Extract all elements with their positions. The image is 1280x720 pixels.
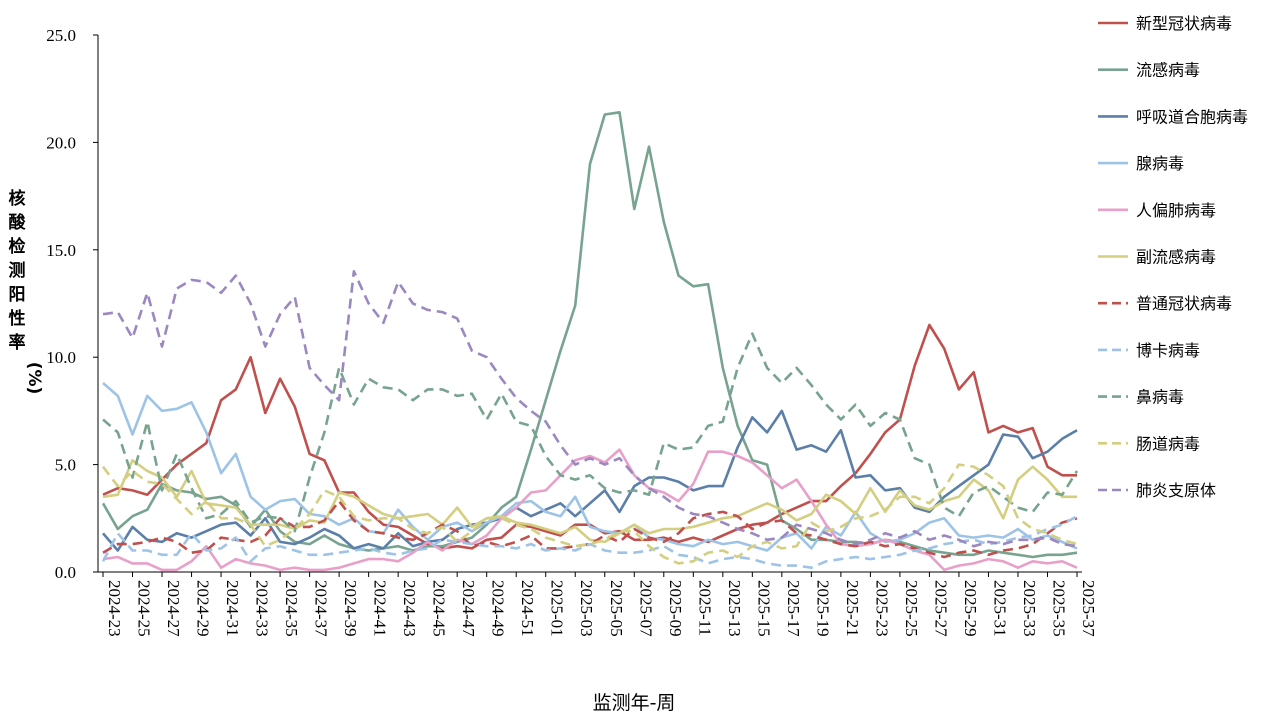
x-tick-label: 2025-15 (754, 580, 773, 637)
legend-label: 博卡病毒 (1136, 341, 1200, 360)
x-tick-label: 2025-01 (548, 580, 567, 637)
x-tick-label: 2025-37 (1079, 580, 1098, 637)
x-tick-label: 2025-05 (607, 580, 626, 637)
legend-label: 呼吸道合胞病毒 (1136, 107, 1248, 126)
legend-label: 鼻病毒 (1136, 388, 1184, 407)
x-tick-label: 2025-27 (931, 580, 950, 637)
legend: 新型冠状病毒流感病毒呼吸道合胞病毒腺病毒人偏肺病毒副流感病毒普通冠状病毒博卡病毒… (1098, 14, 1248, 500)
y-axis-ticks: 0.0 5.0 10.0 15.0 20.0 25.0 (46, 26, 98, 582)
y-tick-label: 25.0 (46, 26, 76, 45)
x-tick-label: 2024-35 (282, 580, 301, 637)
x-tick-label: 2024-43 (400, 580, 419, 637)
y-label-char: 测 (9, 260, 26, 281)
series-lines (101, 111, 1079, 572)
legend-label: 流感病毒 (1136, 61, 1200, 80)
x-axis-label: 监测年-周 (593, 692, 676, 714)
x-tick-label: 2025-25 (902, 580, 921, 637)
x-tick-label: 2024-25 (135, 580, 154, 637)
series-line-肺炎支原体 (102, 269, 1078, 548)
x-tick-label: 2024-27 (164, 580, 183, 637)
x-tick-label: 2024-41 (371, 580, 390, 637)
x-tick-label: 2024-33 (253, 580, 272, 637)
series-line-鼻病毒 (102, 332, 1079, 533)
y-label-char: 检 (9, 236, 26, 257)
x-tick-label: 2025-35 (1049, 580, 1068, 637)
series-line-博卡病毒 (101, 515, 1078, 570)
x-tick-label: 2024-29 (194, 580, 213, 637)
series-line-普通冠状病毒 (102, 499, 1078, 559)
legend-label: 腺病毒 (1136, 154, 1184, 173)
x-tick-label: 2025-03 (577, 580, 596, 637)
x-tick-label: 2024-23 (105, 580, 124, 637)
y-tick-label: 20.0 (46, 133, 76, 152)
x-tick-label: 2025-09 (666, 580, 685, 637)
x-tick-label: 2025-17 (784, 580, 803, 637)
series-line-肠道病毒 (101, 463, 1078, 565)
y-tick-label: 10.0 (46, 348, 76, 367)
x-axis-ticks: 2024-23 2024-25 2024-27 2024-29 2024-31 2024-… (102, 572, 1098, 637)
legend-label: 肺炎支原体 (1136, 481, 1216, 500)
x-tick-label: 2024-39 (341, 580, 360, 637)
x-tick-label: 2024-37 (312, 580, 331, 637)
legend-label: 人偏肺病毒 (1136, 201, 1216, 220)
y-label-char: 率 (9, 332, 26, 353)
series-line-腺病毒 (102, 382, 1078, 552)
x-tick-label: 2024-31 (223, 580, 242, 637)
x-tick-label: 2025-11 (695, 580, 714, 636)
x-tick-label: 2025-31 (990, 580, 1009, 637)
legend-label: 普通冠状病毒 (1136, 294, 1232, 313)
y-label-char: 核 (9, 188, 26, 209)
y-tick-label: 0.0 (55, 563, 76, 582)
x-tick-label: 2025-13 (725, 580, 744, 637)
series-line-新型冠状病毒 (102, 323, 1077, 550)
x-tick-label: 2025-33 (1020, 580, 1039, 637)
y-label-char: (%) (24, 362, 44, 395)
y-tick-label: 15.0 (46, 241, 76, 260)
y-label-char: 阳 (9, 285, 26, 305)
x-tick-label: 2025-07 (636, 580, 655, 637)
x-tick-label: 2025-29 (961, 580, 980, 637)
y-tick-label: 5.0 (55, 456, 76, 475)
legend-label: 新型冠状病毒 (1136, 14, 1232, 33)
y-label-char: 性 (9, 308, 26, 329)
x-tick-label: 2025-23 (872, 580, 891, 637)
legend-label: 副流感病毒 (1136, 248, 1216, 267)
x-tick-label: 2024-45 (430, 580, 449, 637)
series-line-呼吸道合胞病毒 (102, 409, 1078, 552)
series-line-副流感病毒 (102, 458, 1077, 544)
x-tick-label: 2024-51 (518, 580, 537, 637)
legend-label: 肠道病毒 (1136, 434, 1200, 453)
x-tick-label: 2025-21 (843, 580, 862, 637)
x-tick-label: 2024-47 (459, 580, 478, 637)
x-tick-label: 2024-49 (489, 580, 508, 637)
x-tick-label: 2025-19 (813, 580, 832, 637)
y-label-char: 酸 (9, 212, 27, 233)
